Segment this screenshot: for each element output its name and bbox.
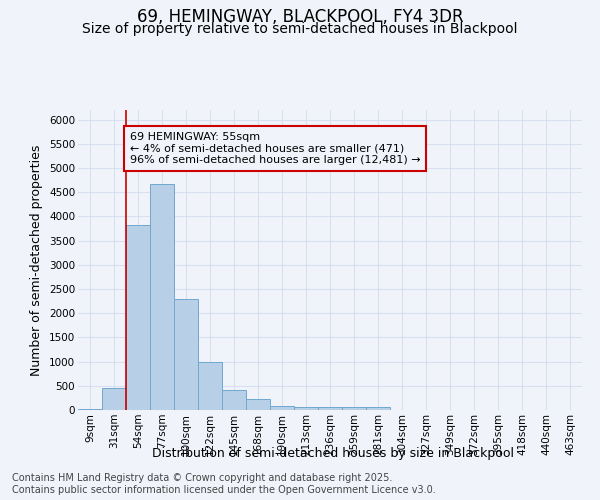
Text: 69, HEMINGWAY, BLACKPOOL, FY4 3DR: 69, HEMINGWAY, BLACKPOOL, FY4 3DR [137,8,463,26]
Bar [198,362,222,410]
Bar [150,184,174,410]
Text: Contains HM Land Registry data © Crown copyright and database right 2025.
Contai: Contains HM Land Registry data © Crown c… [12,474,436,495]
Bar [366,408,390,410]
Bar [294,407,318,410]
Bar [270,406,294,410]
Text: 69 HEMINGWAY: 55sqm
← 4% of semi-detached houses are smaller (471)
96% of semi-d: 69 HEMINGWAY: 55sqm ← 4% of semi-detache… [130,132,420,165]
Bar [78,408,102,410]
Bar [126,225,150,410]
Y-axis label: Number of semi-detached properties: Number of semi-detached properties [31,144,43,376]
Bar [246,400,270,410]
Bar [222,390,246,410]
Bar [174,298,198,410]
Bar [342,407,366,410]
Bar [102,388,126,410]
Text: Size of property relative to semi-detached houses in Blackpool: Size of property relative to semi-detach… [82,22,518,36]
Bar [318,408,342,410]
Text: Distribution of semi-detached houses by size in Blackpool: Distribution of semi-detached houses by … [152,448,514,460]
